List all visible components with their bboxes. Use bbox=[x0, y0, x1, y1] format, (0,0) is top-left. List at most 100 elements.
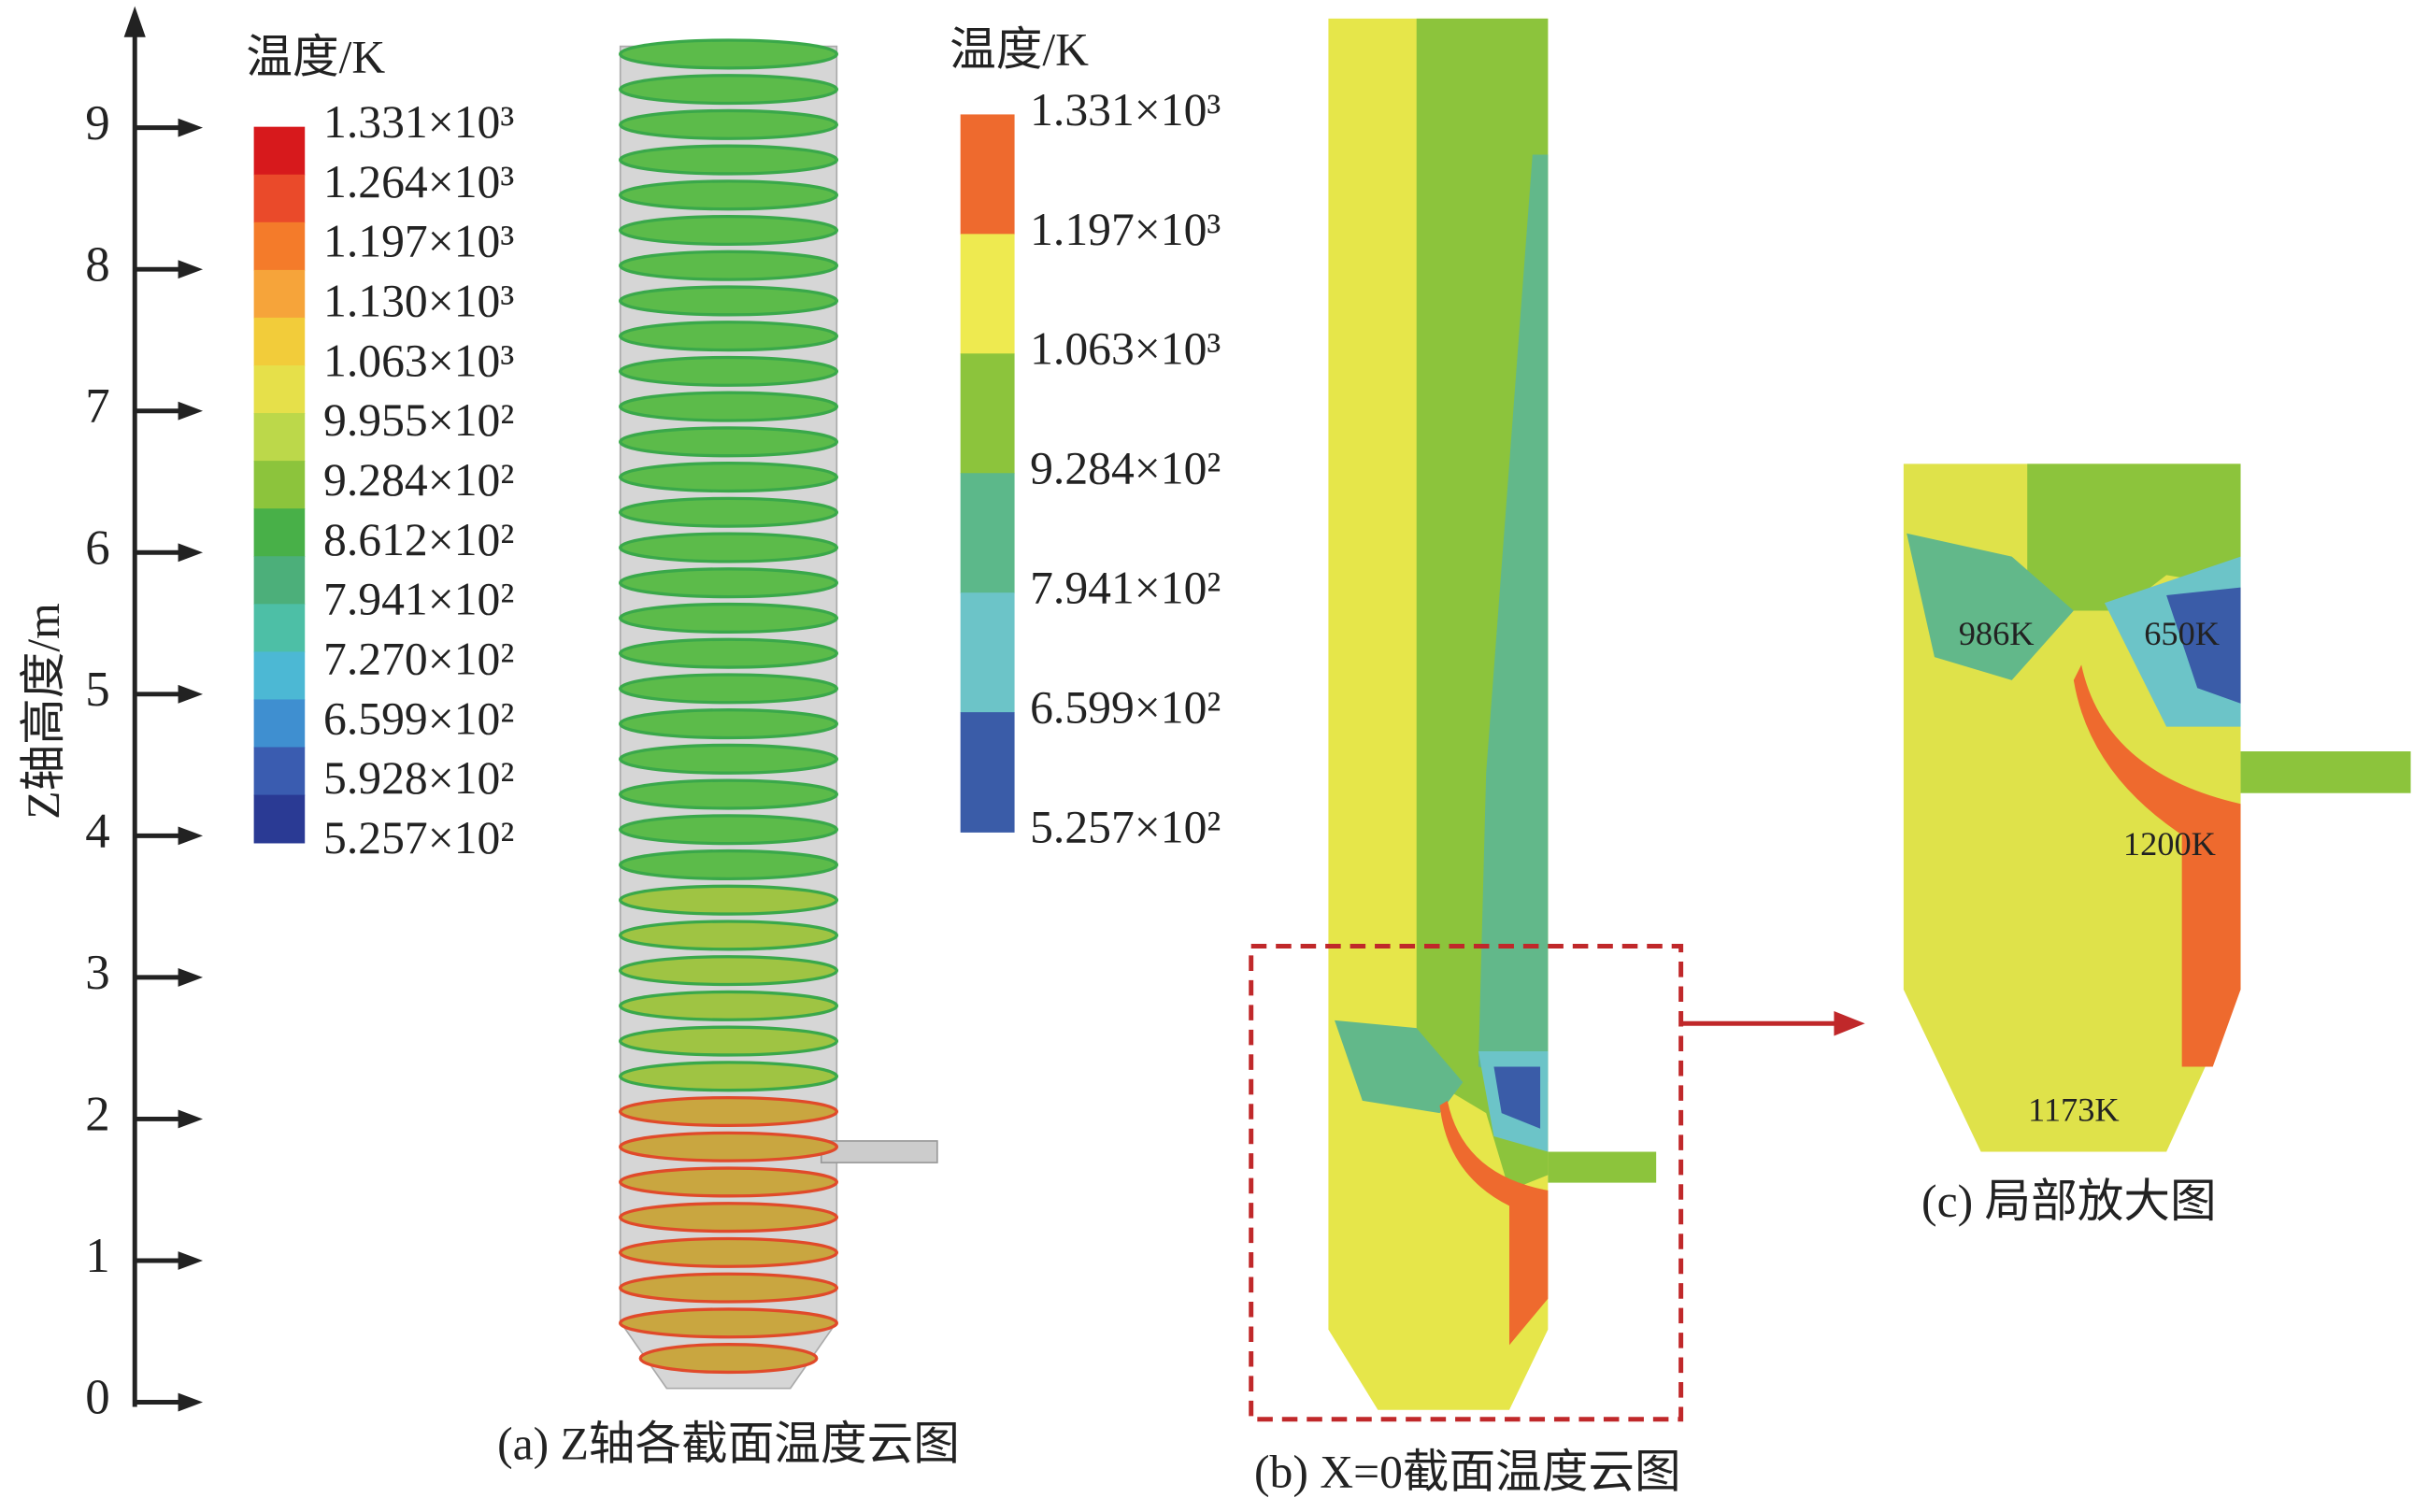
slice bbox=[619, 1025, 838, 1057]
legend-label: 1.331×10³ bbox=[323, 96, 514, 148]
tick-label: 2 bbox=[85, 1088, 109, 1142]
legend-title: 温度/K bbox=[246, 32, 385, 83]
legend-label: 1.197×10³ bbox=[323, 216, 514, 267]
slice bbox=[619, 637, 838, 669]
slice bbox=[619, 285, 838, 317]
slice bbox=[619, 496, 838, 528]
slice bbox=[619, 108, 838, 140]
caption: (c) 局部放大图 bbox=[1921, 1176, 2217, 1227]
blue-zone bbox=[2166, 587, 2241, 704]
tick-label: 7 bbox=[85, 379, 109, 434]
legend-label: 5.928×10² bbox=[323, 752, 514, 804]
zoom-arrowhead bbox=[1834, 1010, 1865, 1036]
tick-arrowhead bbox=[178, 543, 204, 563]
teal-zone bbox=[1478, 154, 1549, 1083]
tick-label: 8 bbox=[85, 237, 109, 292]
tick-arrowhead bbox=[178, 684, 204, 704]
color-band bbox=[253, 651, 306, 701]
tick-arrowhead bbox=[178, 401, 204, 421]
caption: (a) Z轴各截面温度云图 bbox=[497, 1419, 960, 1470]
teal-zone bbox=[1335, 1020, 1464, 1114]
slice bbox=[619, 38, 838, 70]
inlet-pipe bbox=[2240, 751, 2411, 793]
slice bbox=[619, 1061, 838, 1092]
color-band bbox=[253, 269, 306, 319]
slice bbox=[619, 1272, 838, 1304]
color-band bbox=[253, 794, 306, 844]
legend-label: 7.270×10² bbox=[323, 634, 514, 685]
slice bbox=[619, 849, 838, 881]
legend-label: 9.284×10² bbox=[323, 454, 514, 506]
tick-arrowhead bbox=[178, 118, 204, 137]
slice bbox=[619, 214, 838, 247]
tick-arrowhead bbox=[178, 967, 204, 987]
legend-a: 1.331×10³ 1.264×10³ 1.197×10³ 1.130×10³ 1.06… bbox=[253, 96, 514, 863]
panel-c: 986K 650K 1200K 1173K bbox=[1903, 464, 2411, 1152]
legend-label: 6.599×10² bbox=[1030, 682, 1221, 734]
slice bbox=[619, 743, 838, 775]
tick-label: 4 bbox=[85, 805, 109, 859]
inlet-pipe bbox=[1548, 1151, 1657, 1183]
legend-title: 温度/K bbox=[950, 23, 1089, 75]
inlet-pipe bbox=[820, 1140, 938, 1163]
blue-zone bbox=[1493, 1066, 1541, 1129]
slice bbox=[619, 673, 838, 705]
slice bbox=[619, 567, 838, 599]
legend-label: 1.130×10³ bbox=[323, 276, 514, 327]
legend-label: 5.257×10² bbox=[323, 812, 514, 863]
teal-zone bbox=[1907, 533, 2074, 680]
green-zone bbox=[2027, 464, 2241, 611]
color-band bbox=[253, 747, 306, 796]
slice bbox=[619, 1307, 838, 1339]
color-band bbox=[253, 413, 306, 462]
legend-label: 5.257×10² bbox=[1030, 801, 1221, 852]
annotation: 1200K bbox=[2123, 825, 2216, 863]
slice bbox=[619, 814, 838, 846]
color-band bbox=[960, 114, 1015, 235]
legend-label: 1.264×10³ bbox=[323, 156, 514, 207]
slice bbox=[619, 708, 838, 740]
tick-arrowhead bbox=[178, 826, 204, 846]
slice bbox=[619, 1202, 838, 1234]
slice bbox=[619, 355, 838, 387]
legend-label: 1.197×10³ bbox=[1030, 204, 1221, 255]
slice bbox=[619, 426, 838, 458]
slice bbox=[619, 1095, 838, 1128]
legend-label: 9.955×10² bbox=[323, 394, 514, 446]
annotation: 1173K bbox=[2028, 1091, 2120, 1129]
slice bbox=[619, 179, 838, 211]
legend-b: 1.331×10³ 1.197×10³ 1.063×10³ 9.284×10² 7.94… bbox=[960, 84, 1221, 852]
color-band bbox=[253, 461, 306, 510]
ticks: 0 1 2 3 4 5 6 7 8 9 bbox=[85, 96, 204, 1425]
annotation: 650K bbox=[2144, 615, 2220, 652]
legend-label: 9.284×10² bbox=[1030, 443, 1221, 494]
slice bbox=[619, 250, 838, 281]
slice bbox=[619, 1131, 838, 1163]
slice bbox=[619, 74, 838, 106]
color-band bbox=[960, 592, 1015, 713]
slice bbox=[619, 1236, 838, 1268]
tick-label: 3 bbox=[85, 946, 109, 1000]
legend-label: 1.331×10³ bbox=[1030, 84, 1221, 136]
tick-arrowhead bbox=[178, 1109, 204, 1129]
slice bbox=[619, 990, 838, 1021]
color-band bbox=[960, 353, 1015, 475]
legend-label: 6.599×10² bbox=[323, 692, 514, 744]
legend-label: 1.063×10³ bbox=[1030, 323, 1221, 375]
tick-label: 9 bbox=[85, 96, 109, 150]
slice bbox=[619, 532, 838, 563]
slice bbox=[619, 778, 838, 810]
slice bbox=[619, 321, 838, 352]
color-band bbox=[960, 712, 1015, 833]
color-band bbox=[960, 473, 1015, 594]
tick-arrowhead bbox=[178, 1392, 204, 1412]
tick-arrowhead bbox=[178, 1251, 204, 1270]
axis-arrowhead bbox=[123, 6, 146, 37]
tick-label: 1 bbox=[85, 1229, 109, 1283]
legend-label: 8.612×10² bbox=[323, 514, 514, 565]
slice bbox=[619, 602, 838, 634]
color-band bbox=[960, 234, 1015, 355]
legend-label: 7.941×10² bbox=[323, 574, 514, 625]
slice bbox=[619, 391, 838, 422]
color-band bbox=[253, 604, 306, 653]
